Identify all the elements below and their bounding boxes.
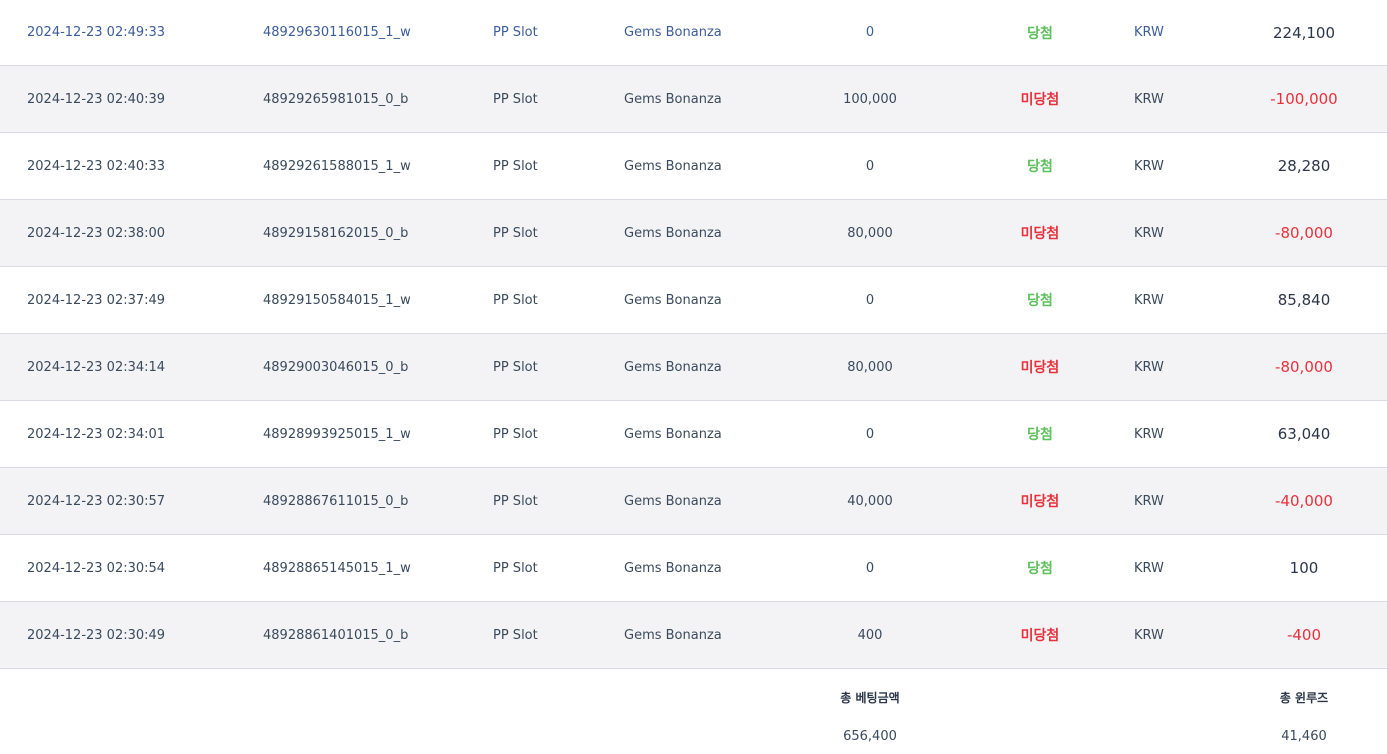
winloss-amount: 63,040 [1277, 425, 1331, 443]
table-row[interactable]: 2024-12-23 02:38:00 48929158162015_0_b P… [0, 200, 1387, 267]
winloss-amount: -100,000 [1270, 90, 1338, 108]
winloss-amount: 224,100 [1272, 23, 1336, 42]
table-row[interactable]: 2024-12-23 02:30:57 48928867611015_0_b P… [0, 468, 1387, 535]
provider: PP Slot [493, 426, 538, 442]
bet-amount: 80,000 [847, 359, 893, 375]
bet-date: 2024-12-23 02:30:57 [27, 493, 166, 509]
bet-date: 2024-12-23 02:30:54 [27, 560, 166, 576]
bet-amount: 0 [865, 25, 875, 40]
game-name: Gems Bonanza [624, 426, 722, 442]
winloss-amount: 28,280 [1277, 157, 1331, 175]
game-name: Gems Bonanza [624, 292, 722, 308]
table-row[interactable]: 2024-12-23 02:49:33 48929630116015_1_w P… [0, 0, 1387, 66]
bet-date: 2024-12-23 02:38:00 [27, 225, 166, 241]
table-row[interactable]: 2024-12-23 02:40:39 48929265981015_0_b P… [0, 66, 1387, 133]
game-name: Gems Bonanza [624, 560, 722, 576]
bet-date: 2024-12-23 02:34:01 [27, 426, 166, 442]
table-row[interactable]: 2024-12-23 02:40:33 48929261588015_1_w P… [0, 133, 1387, 200]
provider: PP Slot [493, 158, 538, 174]
result-badge: 당첨 [1027, 159, 1053, 175]
bet-date: 2024-12-23 02:30:49 [27, 627, 166, 643]
result-badge: 미당첨 [1020, 226, 1060, 242]
game-name: Gems Bonanza [624, 158, 722, 174]
bet-id[interactable]: 48928867611015_0_b [263, 493, 409, 509]
bet-date: 2024-12-23 02:34:14 [27, 359, 166, 375]
result-badge: 당첨 [1027, 25, 1053, 42]
winloss-amount: -80,000 [1275, 358, 1333, 376]
result-badge: 미당첨 [1020, 494, 1060, 510]
table-row[interactable]: 2024-12-23 02:34:01 48928993925015_1_w P… [0, 401, 1387, 468]
bet-amount: 0 [865, 292, 875, 308]
provider: PP Slot [493, 627, 538, 643]
game-name: Gems Bonanza [624, 493, 722, 509]
game-name: Gems Bonanza [624, 627, 722, 643]
currency: KRW [1134, 627, 1164, 643]
bet-id[interactable]: 48929630116015_1_w [263, 25, 411, 40]
game-name: Gems Bonanza [624, 25, 722, 40]
winloss-amount: -80,000 [1275, 224, 1333, 242]
bet-date: 2024-12-23 02:40:39 [27, 91, 166, 107]
table-row[interactable]: 2024-12-23 02:30:49 48928861401015_0_b P… [0, 602, 1387, 669]
currency: KRW [1134, 158, 1164, 174]
bet-date: 2024-12-23 02:37:49 [27, 292, 166, 308]
winloss-amount: 100 [1289, 559, 1319, 577]
bet-id[interactable]: 48929150584015_1_w [263, 292, 411, 308]
table-row[interactable]: 2024-12-23 02:30:54 48928865145015_1_w P… [0, 535, 1387, 602]
bet-amount: 0 [865, 158, 875, 174]
bet-history-table: 2024-12-23 02:49:33 48929630116015_1_w P… [0, 0, 1387, 669]
result-badge: 미당첨 [1020, 92, 1060, 108]
bet-amount: 0 [865, 426, 875, 442]
provider: PP Slot [493, 560, 538, 576]
result-badge: 미당첨 [1020, 360, 1060, 376]
summary-footer: 총 베팅금액 656,400 총 윈루즈 41,460 [0, 669, 1387, 754]
bet-amount: 80,000 [847, 225, 893, 241]
result-badge: 당첨 [1027, 293, 1053, 309]
currency: KRW [1134, 225, 1164, 241]
bet-amount: 40,000 [847, 493, 893, 509]
bet-id[interactable]: 48928993925015_1_w [263, 426, 411, 442]
total-winloss-label: 총 윈루즈 [1279, 691, 1329, 705]
currency: KRW [1134, 91, 1164, 107]
game-name: Gems Bonanza [624, 359, 722, 375]
total-bet-value: 656,400 [843, 729, 897, 744]
bet-id[interactable]: 48929265981015_0_b [263, 91, 409, 107]
provider: PP Slot [493, 359, 538, 375]
table-row[interactable]: 2024-12-23 02:37:49 48929150584015_1_w P… [0, 267, 1387, 334]
currency: KRW [1134, 359, 1164, 375]
provider: PP Slot [493, 25, 538, 40]
bet-id[interactable]: 48928865145015_1_w [263, 560, 411, 576]
bet-id[interactable]: 48928861401015_0_b [263, 627, 409, 643]
bet-id[interactable]: 48929158162015_0_b [263, 225, 409, 241]
bet-amount: 0 [865, 560, 875, 576]
bet-amount: 400 [857, 627, 883, 643]
total-bet-label: 총 베팅금액 [840, 691, 900, 705]
currency: KRW [1134, 560, 1164, 576]
currency: KRW [1134, 25, 1164, 40]
bet-amount: 100,000 [843, 91, 897, 107]
winloss-amount: -400 [1286, 626, 1322, 644]
result-badge: 당첨 [1027, 561, 1053, 577]
bet-id[interactable]: 48929003046015_0_b [263, 359, 409, 375]
currency: KRW [1134, 426, 1164, 442]
total-winloss-value: 41,460 [1281, 729, 1327, 744]
currency: KRW [1134, 493, 1164, 509]
game-name: Gems Bonanza [624, 225, 722, 241]
provider: PP Slot [493, 493, 538, 509]
result-badge: 미당첨 [1020, 628, 1060, 644]
bet-id[interactable]: 48929261588015_1_w [263, 158, 411, 174]
bet-date: 2024-12-23 02:49:33 [27, 25, 166, 40]
table-row[interactable]: 2024-12-23 02:34:14 48929003046015_0_b P… [0, 334, 1387, 401]
provider: PP Slot [493, 225, 538, 241]
winloss-amount: -40,000 [1275, 492, 1333, 510]
result-badge: 당첨 [1027, 427, 1053, 443]
provider: PP Slot [493, 292, 538, 308]
provider: PP Slot [493, 91, 538, 107]
bet-date: 2024-12-23 02:40:33 [27, 158, 166, 174]
winloss-amount: 85,840 [1277, 291, 1331, 309]
currency: KRW [1134, 292, 1164, 308]
game-name: Gems Bonanza [624, 91, 722, 107]
